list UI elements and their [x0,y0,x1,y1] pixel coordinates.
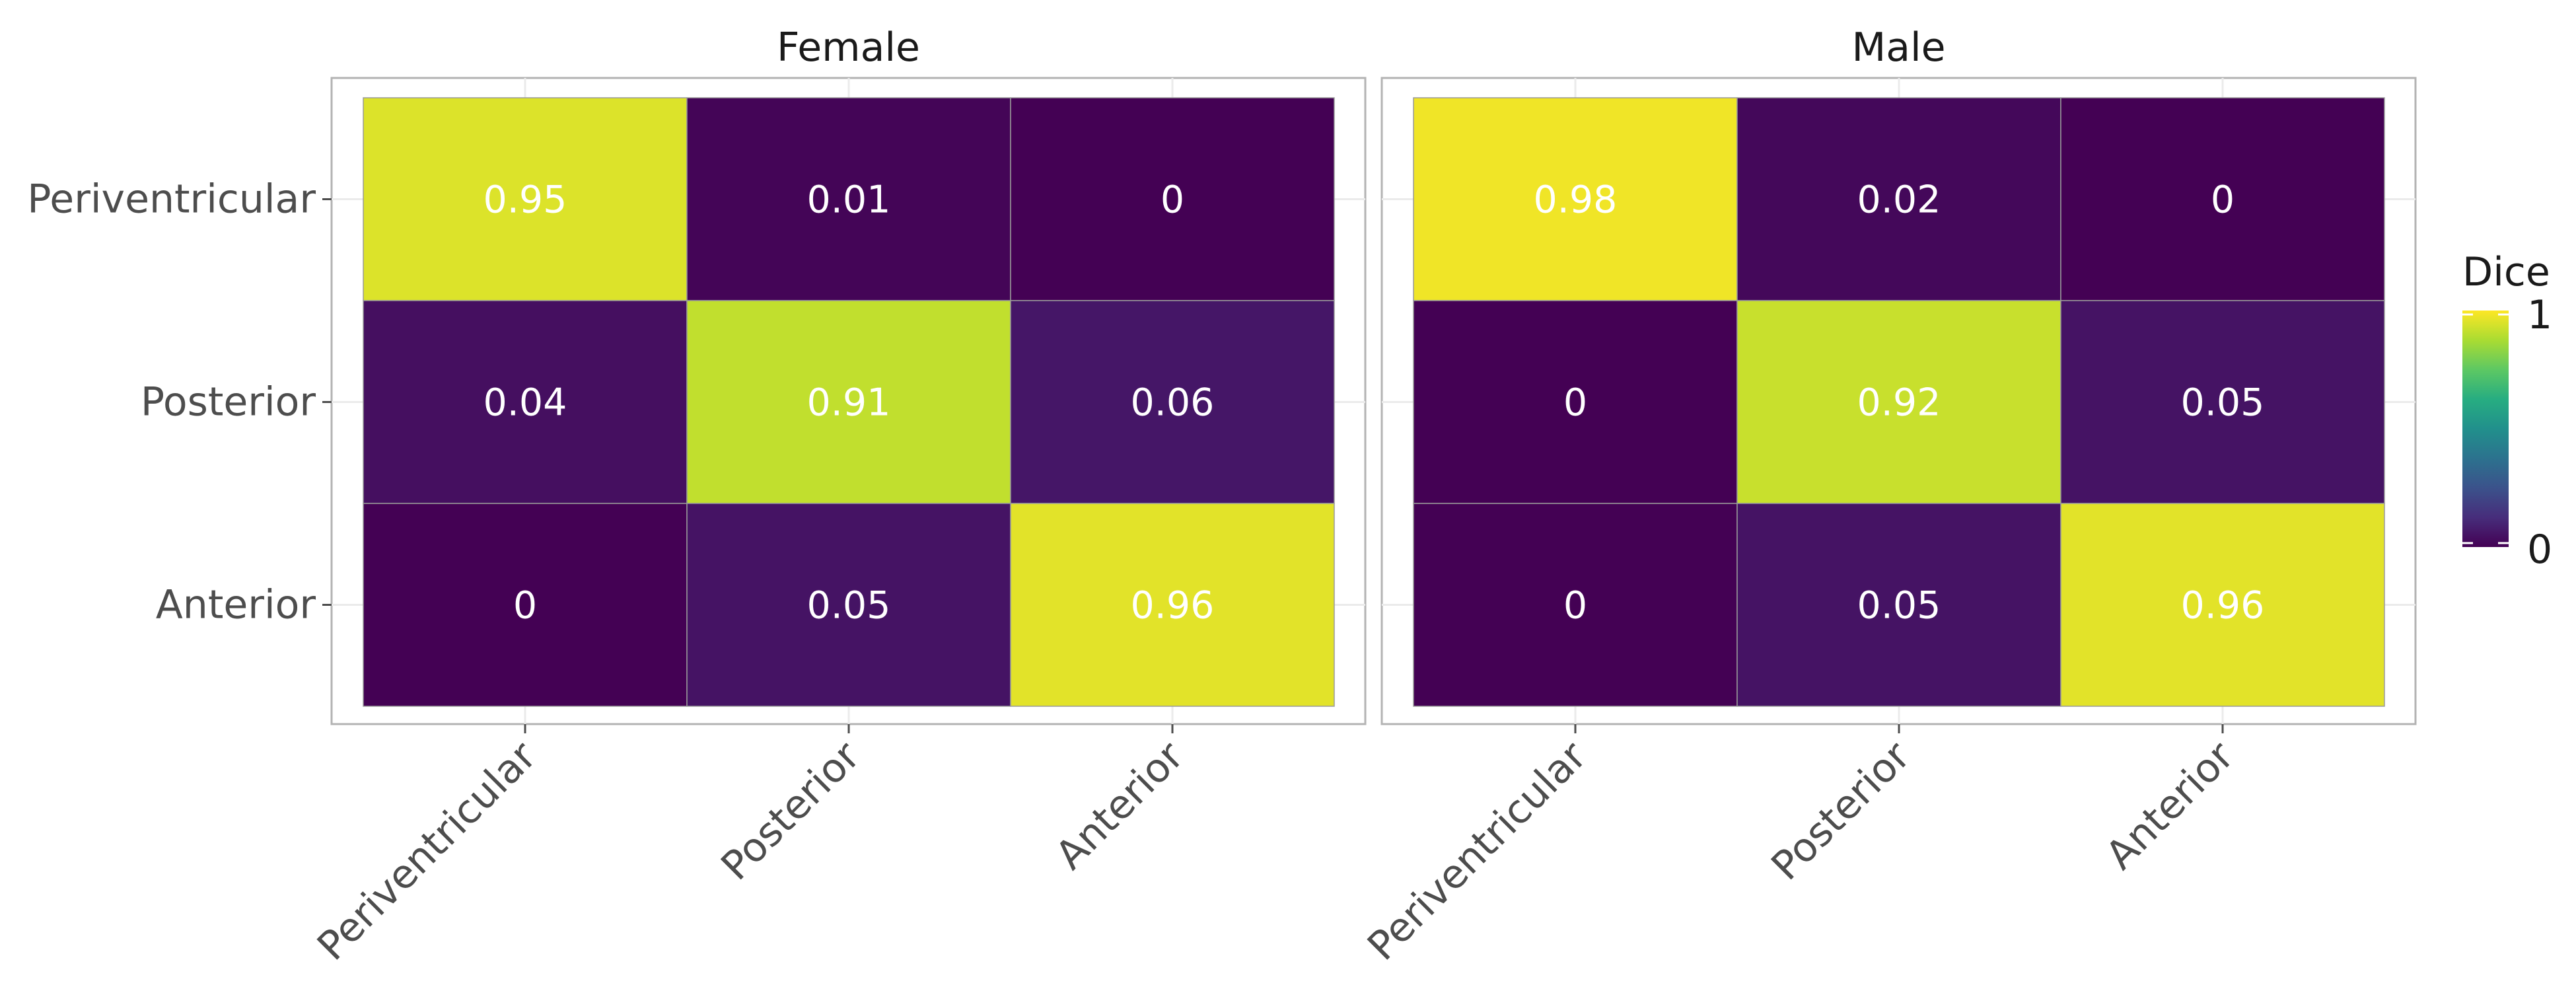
cell-female-posterior-posterior [686,300,1011,504]
cell-female-anterior-periventricular [363,503,688,707]
cell-female-posterior-anterior [1010,300,1335,504]
cell-label-female-anterior-posterior: 0.05 [807,584,891,628]
cell-female-anterior-anterior [1010,503,1335,707]
x-tick-label-male-anterior: Anterior [2097,733,2243,879]
cell-label-male-periventricular-posterior: 0.02 [1857,178,1941,222]
cell-female-periventricular-posterior [686,97,1011,301]
panel-title-female: Female [777,24,920,71]
x-tick-label-female-periventricular: Periventricular [308,733,546,970]
panel-female: 0.95 0.01 0 0.04 0.91 0.06 0 0.05 0.96 Female Peri… [27,24,1367,970]
y-tick-label-posterior: Posterior [141,379,316,425]
cell-label-female-periventricular-periventricular: 0.95 [483,178,567,222]
cell-male-periventricular-anterior [2060,97,2385,301]
x-tick-label-female-anterior: Anterior [1047,733,1193,879]
panels-group: 0.95 0.01 0 0.04 0.91 0.06 0 0.05 0.96 Female Peri… [27,24,2417,970]
cell-label-male-posterior-periventricular: 0 [1563,381,1587,425]
legend-tick-label-low: 0 [2527,527,2552,573]
cell-label-female-periventricular-posterior: 0.01 [807,178,891,222]
legend-title: Dice [2462,249,2550,295]
legend: Dice 1 0 [2462,249,2552,573]
x-tick-label-male-posterior: Posterior [1763,733,1919,889]
x-tick-label-female-posterior: Posterior [713,733,869,889]
cell-female-posterior-periventricular [363,300,688,504]
cell-female-periventricular-anterior [1010,97,1335,301]
cell-label-male-posterior-anterior: 0.05 [2181,381,2265,425]
cell-female-anterior-posterior [686,503,1011,707]
cell-label-female-periventricular-anterior: 0 [1161,178,1184,222]
cell-male-posterior-posterior [1736,300,2061,504]
x-tick-label-male-periventricular: Periventricular [1359,733,1596,970]
cell-male-posterior-anterior [2060,300,2385,504]
cell-label-female-posterior-posterior: 0.91 [807,381,891,425]
panel-title-male: Male [1851,24,1945,71]
cell-male-periventricular-posterior [1736,97,2061,301]
cell-male-periventricular-periventricular [1413,97,1738,301]
cell-label-male-periventricular-periventricular: 0.98 [1534,178,1618,222]
y-tick-label-periventricular: Periventricular [27,176,316,223]
cell-label-female-posterior-periventricular: 0.04 [483,381,567,425]
cell-label-female-anterior-anterior: 0.96 [1131,584,1215,628]
cell-male-anterior-periventricular [1413,503,1738,707]
cell-label-male-posterior-posterior: 0.92 [1857,381,1941,425]
cell-male-posterior-periventricular [1413,300,1738,504]
cell-label-male-periventricular-anterior: 0 [2211,178,2235,222]
cell-male-anterior-posterior [1736,503,2061,707]
legend-tick-label-high: 1 [2527,292,2552,338]
cell-label-male-anterior-periventricular: 0 [1563,584,1587,628]
cell-label-female-anterior-periventricular: 0 [513,584,537,628]
y-tick-label-anterior: Anterior [156,582,316,628]
legend-colorbar [2462,311,2509,547]
cell-label-male-anterior-anterior: 0.96 [2181,584,2265,628]
cell-label-male-anterior-posterior: 0.05 [1857,584,1941,628]
cell-label-female-posterior-anterior: 0.06 [1131,381,1215,425]
panel-male: 0.98 0.02 0 0 0.92 0.05 0 0.05 0.96 Male Periventr… [1359,24,2417,970]
cell-male-anterior-anterior [2060,503,2385,707]
